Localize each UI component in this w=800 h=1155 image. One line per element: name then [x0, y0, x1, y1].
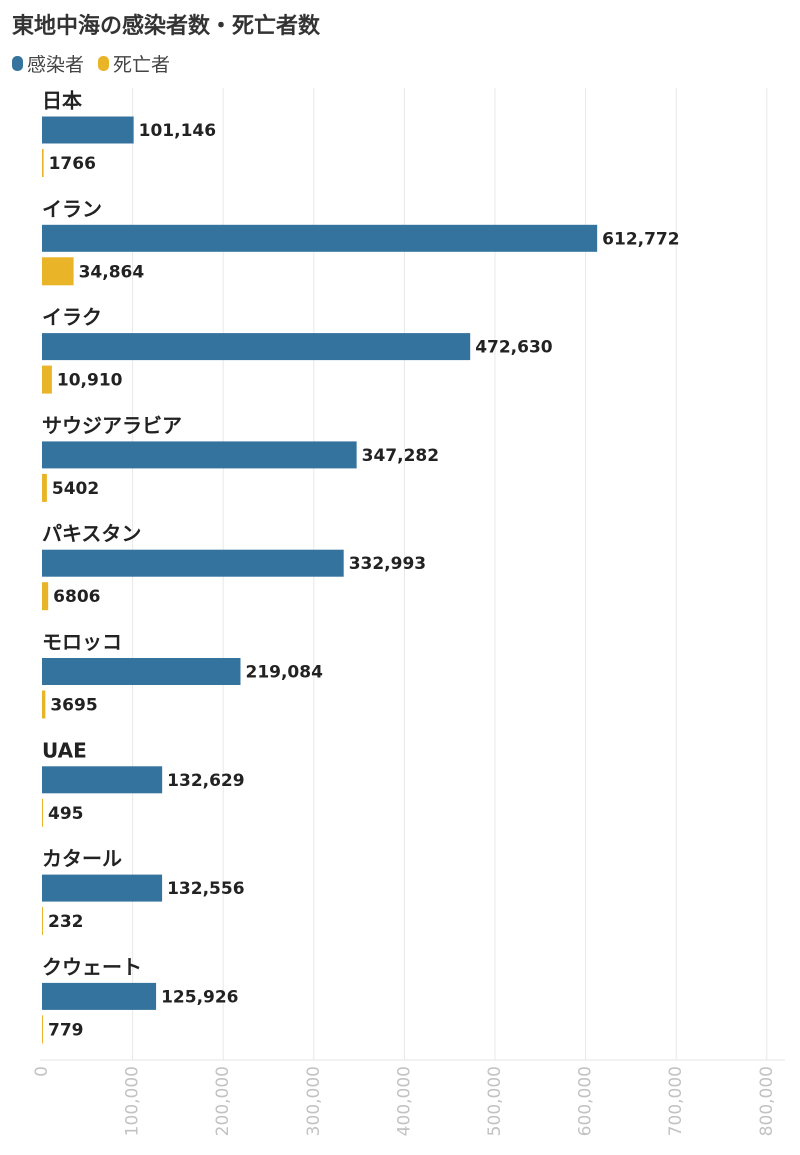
x-tick-label: 800,000 — [757, 1066, 777, 1136]
data-label-deaths: 232 — [48, 912, 84, 932]
bar-deaths — [42, 907, 43, 936]
bar-deaths — [42, 798, 43, 827]
data-label-deaths: 1766 — [49, 154, 96, 174]
data-label-deaths: 34,864 — [79, 262, 145, 282]
data-label-deaths: 10,910 — [57, 371, 123, 391]
x-tick-label: 700,000 — [666, 1066, 686, 1136]
legend-item-infected[interactable]: 感染者 — [12, 50, 84, 77]
bar-deaths — [42, 582, 49, 611]
x-tick-label: 400,000 — [394, 1066, 414, 1136]
category-label: UAE — [42, 738, 87, 762]
data-label-infected: 125,926 — [161, 987, 238, 1007]
legend-swatch-deaths — [98, 56, 110, 71]
data-label-infected: 347,282 — [362, 446, 439, 466]
category-label: カタール — [42, 847, 122, 871]
bar-deaths — [42, 473, 47, 502]
bar-deaths — [42, 1015, 43, 1044]
legend: 感染者 死亡者 — [12, 50, 184, 77]
category-label: パキスタン — [42, 522, 141, 546]
data-label-infected: 472,630 — [475, 338, 553, 358]
data-label-infected: 132,629 — [167, 771, 244, 791]
x-tick-label: 300,000 — [304, 1066, 324, 1136]
data-label-deaths: 3695 — [50, 696, 97, 716]
data-label-deaths: 6806 — [53, 587, 100, 607]
category-label: サウジアラビア — [42, 413, 182, 437]
chart-title: 東地中海の感染者数・死亡者数 — [12, 14, 321, 39]
x-tick-label: 0 — [32, 1066, 52, 1077]
x-tick-label: 100,000 — [123, 1066, 143, 1136]
bar-infected — [42, 441, 357, 469]
data-label-deaths: 5402 — [52, 479, 99, 499]
data-label-deaths: 779 — [48, 1020, 84, 1040]
legend-swatch-infected — [12, 56, 23, 71]
legend-label-deaths: 死亡者 — [113, 54, 171, 76]
legend-label-infected: 感染者 — [27, 54, 85, 76]
data-label-deaths: 495 — [48, 804, 84, 824]
bar-deaths — [42, 257, 74, 286]
x-tick-label: 200,000 — [213, 1066, 233, 1136]
bar-deaths — [42, 149, 44, 177]
category-label: イラク — [42, 305, 102, 329]
bar-infected — [42, 874, 163, 902]
bar-infected — [42, 224, 598, 252]
bar-infected — [42, 549, 344, 577]
legend-item-deaths[interactable]: 死亡者 — [98, 50, 170, 77]
data-label-infected: 332,993 — [349, 554, 426, 574]
data-label-infected: 132,556 — [167, 879, 244, 899]
category-label: 日本 — [42, 89, 82, 113]
category-label: クウェート — [42, 955, 142, 979]
data-label-infected: 219,084 — [245, 663, 323, 683]
bar-infected — [42, 333, 471, 361]
x-tick-label: 600,000 — [576, 1066, 596, 1136]
data-label-infected: 612,772 — [602, 229, 679, 249]
category-label: モロッコ — [42, 630, 122, 654]
data-label-infected: 101,146 — [139, 121, 216, 141]
bar-infected — [42, 982, 157, 1010]
category-label: イラン — [42, 197, 102, 221]
bar-infected — [42, 766, 163, 794]
bar-infected — [42, 116, 134, 144]
bar-deaths — [42, 365, 52, 394]
bar-deaths — [42, 690, 46, 719]
x-tick-label: 500,000 — [485, 1066, 505, 1136]
bar-infected — [42, 658, 241, 685]
